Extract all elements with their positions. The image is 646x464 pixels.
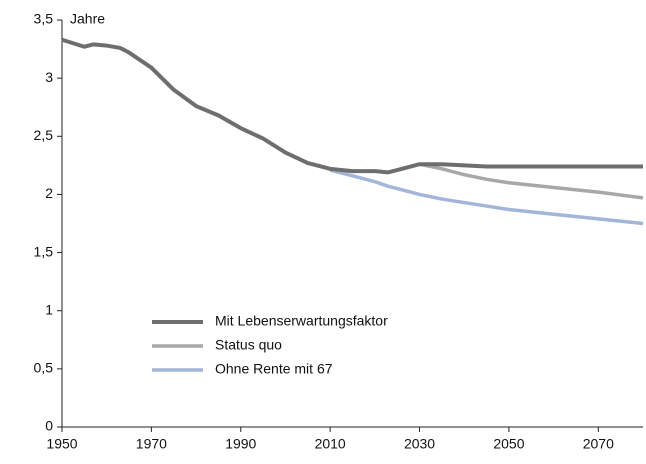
y-tick-label: 3,5 bbox=[34, 11, 54, 27]
x-tick-label: 1990 bbox=[225, 436, 256, 452]
y-tick-label: 2 bbox=[45, 185, 53, 201]
series-line bbox=[419, 162, 644, 200]
legend-label: Mit Lebenserwartungsfaktor bbox=[215, 313, 388, 329]
y-tick-label: 0 bbox=[45, 418, 53, 434]
x-tick-label: 2010 bbox=[315, 436, 346, 452]
x-tick-label: 1970 bbox=[136, 436, 167, 452]
x-tick-label: 2050 bbox=[493, 436, 524, 452]
legend-label: Ohne Rente mit 67 bbox=[215, 361, 333, 377]
y-tick-label: 0,5 bbox=[34, 360, 54, 376]
series-line bbox=[329, 168, 644, 226]
y-tick-label: 3 bbox=[45, 69, 53, 85]
series-line bbox=[61, 37, 643, 175]
x-tick-label: 1950 bbox=[46, 436, 77, 452]
legend-label: Status quo bbox=[215, 337, 282, 353]
y-tick-label: 2,5 bbox=[34, 127, 54, 143]
y-unit-label: Jahre bbox=[70, 11, 105, 27]
y-tick-label: 1,5 bbox=[34, 243, 54, 259]
x-tick-label: 2070 bbox=[583, 436, 614, 452]
y-tick-label: 1 bbox=[45, 301, 53, 317]
x-tick-label: 2030 bbox=[404, 436, 435, 452]
